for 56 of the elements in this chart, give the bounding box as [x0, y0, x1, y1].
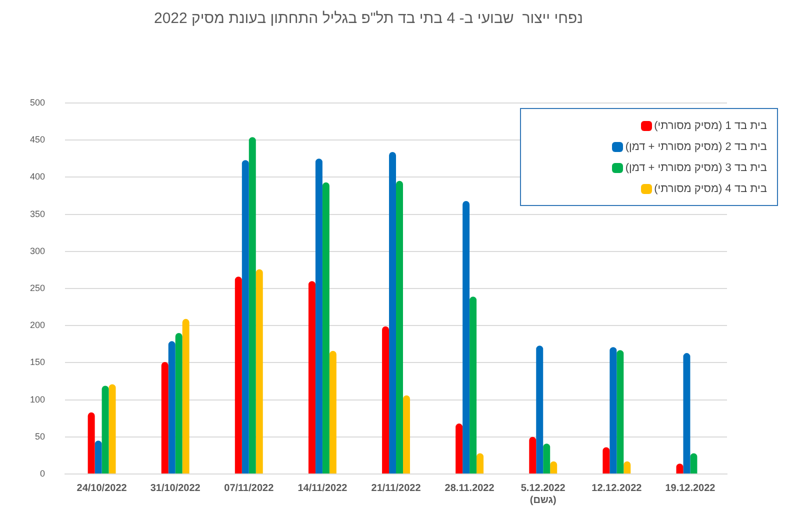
bar: [529, 436, 536, 474]
bar: [456, 424, 463, 474]
bar: [382, 326, 390, 474]
y-tick-label: 50: [35, 431, 46, 442]
y-tick-label: 300: [30, 246, 46, 256]
bar: [610, 347, 617, 474]
bar: [108, 384, 116, 474]
bar: [389, 152, 396, 474]
bar: [470, 296, 477, 474]
x-tick-label: 07/11/2022: [224, 482, 274, 494]
bar: [256, 269, 263, 474]
x-tick-label: 19.12.2022: [665, 482, 716, 494]
bar: [616, 350, 624, 474]
bar: [242, 160, 249, 474]
x-tick-label: 24/10/2022: [76, 482, 128, 494]
x-tick-label: 12.12.2022: [592, 482, 642, 494]
y-tick-label: 400: [30, 172, 46, 182]
bar: [168, 341, 176, 474]
bar: [88, 412, 95, 474]
bar: [543, 444, 550, 474]
legend-label: בית בד 1 (מסיק מסורתי): [654, 120, 767, 132]
bar: [175, 333, 182, 474]
bar: [182, 318, 190, 474]
y-tick-label: 500: [30, 97, 46, 108]
bar: [602, 447, 610, 474]
y-tick-label: 200: [30, 320, 46, 330]
bar: [308, 281, 316, 474]
y-tick-label: 450: [30, 134, 46, 145]
bar: [536, 346, 544, 474]
bar: [248, 137, 256, 474]
bar: [234, 276, 242, 474]
x-tick-label: 28.11.2022: [444, 482, 495, 494]
y-tick-label: 100: [30, 394, 46, 404]
bar: [315, 158, 322, 474]
bar: [462, 200, 470, 474]
bar: [396, 180, 403, 474]
y-tick-label: 0: [40, 468, 46, 478]
legend-label: בית בד 4 (מסיק מסורתי): [654, 182, 767, 194]
x-tick-label: 14/11/2022: [298, 482, 348, 494]
x-tick-label: 21/11/2022: [371, 482, 422, 494]
bar: [102, 386, 109, 474]
bar: [402, 395, 410, 474]
bar: [329, 350, 336, 474]
chart-title: נפחי ייצור שבועי ב- 4 בתי בד תל"פ בגליל התחתון בעונת מסיק 2022: [154, 10, 584, 28]
y-tick-label: 350: [30, 208, 46, 219]
bar: [322, 182, 330, 474]
legend-label: בית בד 2 (מסיק מסורתי + דמן): [625, 140, 767, 152]
bar: [476, 453, 484, 474]
y-tick-label: 150: [30, 357, 46, 368]
y-tick-label: 250: [30, 282, 46, 293]
bar: [94, 440, 102, 474]
bar: [690, 453, 698, 474]
bar: [161, 362, 168, 474]
legend-label: בית בד 3 (מסיק מסורתי + דמן): [625, 162, 767, 174]
x-tick-label: 31/10/2022: [150, 482, 201, 494]
bar: [683, 353, 690, 474]
